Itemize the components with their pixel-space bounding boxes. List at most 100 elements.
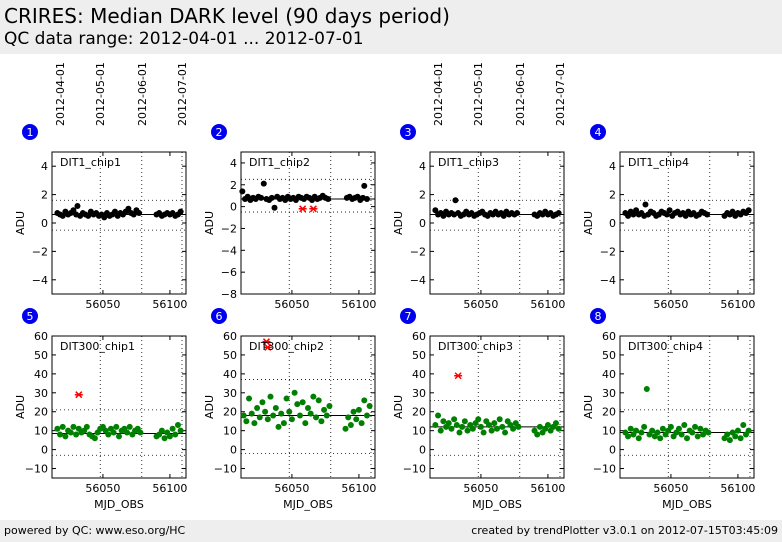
panel-6-xtick-label-1: 56100 <box>341 482 376 495</box>
panel-1-point <box>74 202 81 209</box>
panel-7-point <box>432 421 439 428</box>
panel-5-point <box>62 433 69 440</box>
panel-6-outlier <box>262 338 271 346</box>
panel-1-date-label-3: 2012-07-01 <box>176 62 189 126</box>
panel-8-point <box>724 431 731 438</box>
panel-8-point <box>638 429 645 436</box>
footer-credit: powered by QC: www.eso.org/HC <box>4 524 186 537</box>
panel-5-point <box>116 433 122 440</box>
panel-5-badge-label: 5 <box>27 310 34 323</box>
panel-2-point <box>361 182 368 189</box>
panel-8-point <box>667 423 674 430</box>
panel-7-point <box>502 429 509 436</box>
panel-6-ytick-label-0: −10 <box>214 463 237 476</box>
panel-2-label: DIT1_chip2 <box>249 156 310 169</box>
panel-6-point <box>358 420 365 427</box>
panel-8-point <box>745 427 752 434</box>
panel-6-ytick-label-4: 30 <box>223 387 237 400</box>
panel-6-badge-label: 6 <box>216 310 223 323</box>
panel-7-point <box>440 418 447 425</box>
panel-7-point <box>488 427 495 434</box>
panel-1-ylabel: ADU <box>14 211 27 235</box>
panel-3-point <box>555 210 562 217</box>
panel-7-point <box>552 420 559 427</box>
panel-4-ytick-label-3: 2 <box>609 189 616 202</box>
panel-1-point <box>177 208 184 215</box>
panel-8-ytick-label-4: 30 <box>602 387 616 400</box>
panel-2-outlier <box>298 205 307 213</box>
panel-2-point <box>260 180 267 187</box>
panel-5-point <box>54 425 61 432</box>
panel-7-ytick-label-6: 50 <box>412 349 426 362</box>
panel-4-point <box>704 211 711 218</box>
panel-6-ytick-label-6: 50 <box>223 349 237 362</box>
panel-5-point <box>174 421 181 428</box>
panel-5-point <box>67 429 74 436</box>
panel-6-point <box>275 423 282 430</box>
panel-7-point <box>485 421 492 428</box>
panel-5-ytick-label-6: 50 <box>34 349 48 362</box>
panel-3-ytick-label-0: −4 <box>410 274 426 287</box>
panel-4-point <box>729 208 736 215</box>
panel-7-point <box>555 425 562 432</box>
panel-6-point <box>321 406 328 413</box>
panel-8-xlabel: MJD_OBS <box>662 498 712 511</box>
panel-8-xtick-label-1: 56100 <box>720 482 755 495</box>
panel-8-badge <box>590 308 606 324</box>
panel-6-point <box>262 408 269 415</box>
panel-7-ytick-label-2: 10 <box>412 425 426 438</box>
panel-4-label: DIT1_chip4 <box>628 156 689 169</box>
panel-8-point <box>657 435 664 442</box>
panel-5-ytick-label-4: 30 <box>34 387 48 400</box>
panel-3-ylabel: ADU <box>392 211 405 235</box>
panel-4-point <box>682 212 689 219</box>
panel-5-ytick-label-0: −10 <box>25 463 48 476</box>
panel-1-ytick-label-0: −4 <box>32 274 48 287</box>
panel-8-point <box>734 427 741 434</box>
panel-5-point <box>158 427 165 434</box>
panel-5-xtick-label-0: 56050 <box>85 482 120 495</box>
panel-8-point <box>654 429 661 436</box>
panel-6-point <box>256 414 263 421</box>
page-subtitle: QC data range: 2012-04-01 ... 2012-07-01 <box>4 29 364 49</box>
panel-8-point <box>635 435 642 442</box>
panel-4-ytick-label-1: −2 <box>600 245 616 258</box>
panel-4-point <box>745 207 752 214</box>
panel-6-point <box>264 416 271 423</box>
page-title: CRIRES: Median DARK level (90 days perio… <box>4 4 450 28</box>
panel-6-point <box>355 406 362 413</box>
panel-7-point <box>491 420 498 427</box>
panel-7-point <box>544 421 551 428</box>
panel-7-point <box>534 431 541 438</box>
panel-3-xtick-label-1: 56100 <box>530 298 565 311</box>
panel-6-point <box>248 410 255 417</box>
panel-1-xtick-label-1: 56100 <box>152 298 187 311</box>
panel-5-ytick-label-5: 40 <box>34 368 48 381</box>
panel-4-frame <box>619 151 755 295</box>
panel-6-point <box>296 412 303 419</box>
page-footer: powered by QC: www.eso.org/HC created by… <box>0 520 782 542</box>
panel-8-ytick-label-0: −10 <box>593 463 616 476</box>
panel-7-badge <box>400 308 416 324</box>
panel-1-date-label-1: 2012-05-01 <box>94 62 107 126</box>
panel-5-outlier <box>74 391 83 399</box>
panel-6-point <box>353 416 360 423</box>
panel-3-badge-label: 3 <box>405 126 412 139</box>
panel-6-point <box>361 397 368 404</box>
panel-8-point <box>627 425 634 432</box>
panel-4-ytick-label-2: 0 <box>609 217 616 230</box>
panel-6-point <box>347 421 354 428</box>
page-header: CRIRES: Median DARK level (90 days perio… <box>0 0 782 54</box>
panel-1-xtick-label-0: 56050 <box>85 298 120 311</box>
panel-5-point <box>83 423 90 430</box>
panel-4-badge-label: 4 <box>595 126 602 139</box>
panel-1-point <box>130 211 137 218</box>
panel-5-ytick-label-1: 0 <box>41 444 48 457</box>
panel-6-point <box>345 414 352 421</box>
panel-3-point <box>500 212 507 219</box>
panel-6-point <box>310 393 317 400</box>
panel-4-ytick-label-4: 4 <box>609 160 616 173</box>
panel-7-point <box>477 423 484 430</box>
panel-7-point <box>464 427 471 434</box>
panel-6-xtick-label-0: 56050 <box>274 482 309 495</box>
